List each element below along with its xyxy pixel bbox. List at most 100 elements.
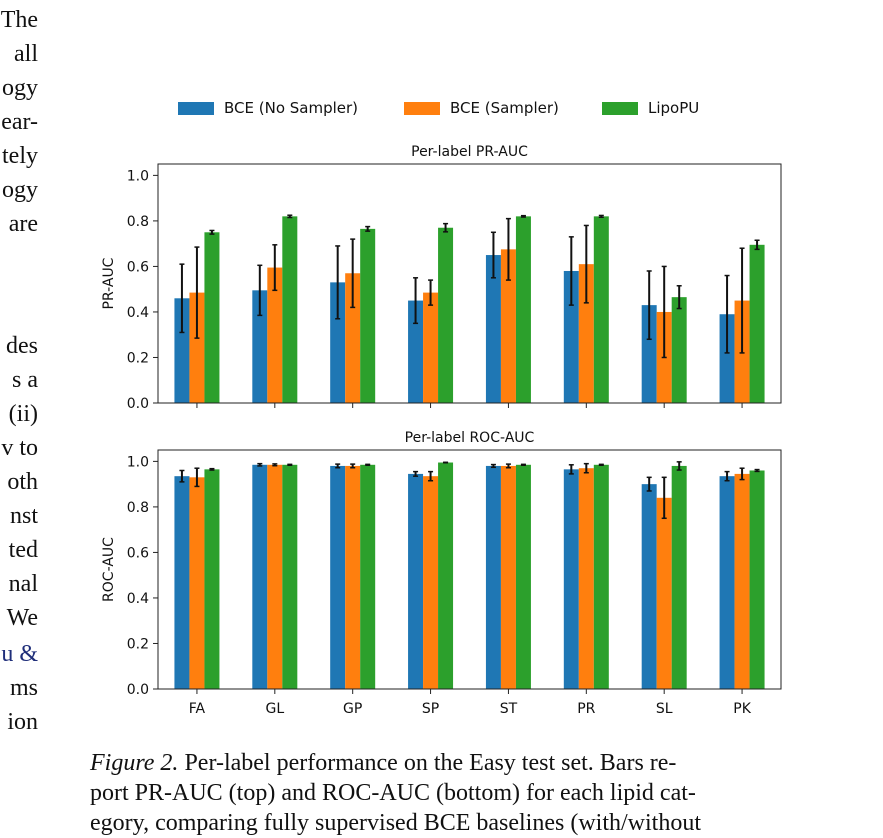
x-tick-label: SL <box>656 701 673 717</box>
chart-title: Per-label ROC-AUC <box>405 430 535 446</box>
bar-lipopu-pr <box>593 464 609 689</box>
left-text-fragment: ogy <box>2 177 38 203</box>
bar-bce-no-sampler-gl <box>252 464 268 689</box>
left-text-fragment: ion <box>7 709 38 735</box>
legend-label: LipoPU <box>648 99 700 117</box>
y-tick-label: 0.0 <box>127 396 149 412</box>
bar-lipopu-pk <box>749 470 765 689</box>
bar-lipopu-sl <box>671 465 687 689</box>
bar-lipopu-sp <box>438 227 454 403</box>
bar-bce-no-sampler-sp <box>408 473 424 689</box>
x-tick-label: GL <box>265 701 284 717</box>
bar-bce-sampler-pk <box>734 473 750 689</box>
x-tick-label: ST <box>500 701 518 717</box>
caption-line-3: egory, comparing fully supervised BCE ba… <box>90 810 702 836</box>
left-text-fragment: (ii) <box>8 401 38 427</box>
bar-lipopu-sl <box>671 297 687 403</box>
y-tick-label: 1.0 <box>127 454 149 470</box>
bar-lipopu-gl <box>282 216 298 403</box>
bar-bce-sampler-sp <box>423 476 439 689</box>
bar-bce-no-sampler-pk <box>719 314 735 403</box>
left-text-fragment: are <box>8 211 38 237</box>
bar-bce-sampler-sp <box>423 292 439 403</box>
left-text-fragment: s a <box>12 367 38 393</box>
bar-lipopu-st <box>515 216 531 403</box>
bar-charts: Per-label PR-AUC PR-AUC 0.0 0.2 0.4 0.6 0.8 1.0… <box>101 144 782 717</box>
left-text-fragment: tely <box>2 143 38 169</box>
chart-title: Per-label PR-AUC <box>411 144 528 160</box>
left-text-fragment: nst <box>9 503 38 529</box>
left-text-fragment: ted <box>8 537 38 563</box>
bar-bce-no-sampler-gp <box>330 282 346 403</box>
legend-label: BCE (Sampler) <box>450 99 559 117</box>
bar-bce-no-sampler-st <box>485 465 501 689</box>
left-text-fragment: We <box>6 605 38 631</box>
left-text-fragment: oth <box>7 469 38 495</box>
legend-swatch <box>178 101 214 115</box>
left-text-fragment: nal <box>8 571 38 597</box>
bar-lipopu-gp <box>360 228 376 403</box>
y-tick-label: 0.2 <box>127 350 149 366</box>
y-tick-label: 0.6 <box>127 545 149 561</box>
bar-bce-no-sampler-st <box>485 255 501 403</box>
legend-swatch <box>404 101 440 115</box>
x-tick-label: GP <box>343 701 362 717</box>
caption-text: Per-label performance on the Easy test s… <box>184 750 677 776</box>
y-tick-label: 0.4 <box>127 591 149 607</box>
x-tick-label: PR <box>577 701 595 717</box>
bar-bce-no-sampler-sl <box>641 484 657 689</box>
left-text-fragment: ear- <box>1 109 38 135</box>
bar-bce-sampler-pr <box>578 468 594 689</box>
bar-lipopu-pr <box>593 216 609 403</box>
bar-bce-sampler-gl <box>267 464 283 689</box>
bar-bce-sampler-gl <box>267 267 283 403</box>
y-tick-label: 0.0 <box>127 682 149 698</box>
bar-bce-sampler-st <box>500 249 516 403</box>
legend-label: BCE (No Sampler) <box>224 99 359 117</box>
bar-bce-no-sampler-gl <box>252 290 268 403</box>
bar-bce-no-sampler-fa <box>174 476 190 689</box>
y-axis-label: ROC-AUC <box>101 537 117 602</box>
bar-bce-sampler-sl <box>656 497 672 689</box>
bar-lipopu-pk <box>749 244 765 403</box>
figure-caption: Figure 2. Per-label performance on the E… <box>90 748 800 838</box>
bar-bce-no-sampler-sl <box>641 305 657 403</box>
left-text-fragment: ogy <box>2 75 38 101</box>
legend-item-lipopu: LipoPU <box>602 99 699 117</box>
left-text-fragment: v to <box>1 435 38 461</box>
legend-swatch <box>602 101 638 115</box>
y-tick-label: 0.4 <box>127 305 149 321</box>
y-tick-label: 1.0 <box>127 168 149 184</box>
bar-lipopu-gp <box>360 464 376 689</box>
bar-bce-sampler-gp <box>345 465 361 689</box>
left-text-fragment: The <box>0 7 38 33</box>
left-column-text: The all ogy ear-tely ogy are des s a (ii) v to oth… <box>0 0 48 817</box>
bar-lipopu-fa <box>204 232 220 403</box>
y-tick-label: 0.8 <box>127 214 149 230</box>
bar-bce-sampler-st <box>500 465 516 689</box>
caption-line-2: port PR-AUC (top) and ROC-AUC (bottom) f… <box>90 780 696 806</box>
bar-lipopu-fa <box>204 469 220 689</box>
legend-item-bce-sampler: BCE (Sampler) <box>404 99 559 117</box>
left-text-fragment: ms <box>9 675 38 701</box>
bar-lipopu-gl <box>282 464 298 689</box>
left-text-fragment: des <box>6 333 38 359</box>
y-axis-label: PR-AUC <box>101 257 117 309</box>
left-text-fragment: all <box>14 41 38 67</box>
y-tick-label: 0.2 <box>127 636 149 652</box>
bar-bce-no-sampler-gp <box>330 465 346 689</box>
bar-bce-no-sampler-fa <box>174 298 190 403</box>
bar-bce-sampler-fa <box>189 477 205 689</box>
plot-frame <box>157 163 782 404</box>
bar-bce-sampler-fa <box>189 292 205 403</box>
x-tick-label: SP <box>422 701 439 717</box>
caption-line-1: Figure 2. Per-label performance on the E… <box>90 748 800 778</box>
x-tick-label: PK <box>733 701 751 717</box>
bar-bce-no-sampler-pk <box>719 476 735 689</box>
bar-lipopu-sp <box>438 462 454 689</box>
bar-bce-no-sampler-pr <box>563 469 579 689</box>
plot-frame <box>157 449 782 690</box>
legend-item-bce-no-sampler: BCE (No Sampler) <box>178 99 358 117</box>
bar-bce-sampler-gp <box>345 273 361 403</box>
bar-bce-sampler-pr <box>578 264 594 403</box>
